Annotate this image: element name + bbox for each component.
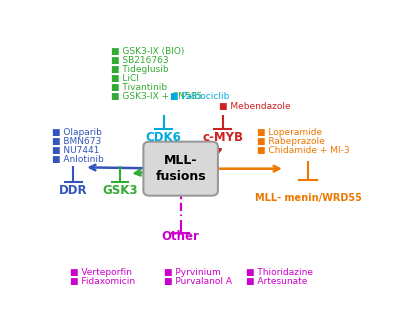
Text: ■ Artesunate: ■ Artesunate: [246, 277, 307, 286]
FancyBboxPatch shape: [144, 142, 218, 196]
Text: GSK3: GSK3: [102, 184, 138, 197]
Text: ■ GSK3-IX (BIO): ■ GSK3-IX (BIO): [111, 47, 184, 56]
Text: ■ Chidamide + MI-3: ■ Chidamide + MI-3: [257, 146, 349, 155]
Text: ■ Palbociclib: ■ Palbociclib: [170, 92, 229, 101]
Text: ■ Purvalanol A: ■ Purvalanol A: [164, 277, 231, 286]
Text: ■ Loperamide: ■ Loperamide: [257, 128, 322, 137]
Text: ■ SB216763: ■ SB216763: [111, 56, 168, 65]
Text: MLL-
fusions: MLL- fusions: [155, 154, 206, 183]
Text: ■ Tivantinib: ■ Tivantinib: [111, 83, 167, 92]
Text: ■ Olaparib: ■ Olaparib: [52, 128, 101, 137]
Text: ■ LiCl: ■ LiCl: [111, 74, 139, 83]
Text: ■ Thioridazine: ■ Thioridazine: [246, 268, 313, 277]
Text: ■ BMN673: ■ BMN673: [52, 137, 101, 146]
Text: c-MYB: c-MYB: [202, 131, 243, 144]
Text: ■ NU7441: ■ NU7441: [52, 146, 99, 155]
Text: DDR: DDR: [59, 184, 88, 197]
Text: Other: Other: [162, 230, 200, 243]
Text: ■ Anlotinib: ■ Anlotinib: [52, 155, 103, 164]
Text: ■ Tideglusib: ■ Tideglusib: [111, 65, 168, 74]
Text: ■ GSK3-IX + CN585: ■ GSK3-IX + CN585: [111, 92, 202, 101]
Text: ■ Verteporfin: ■ Verteporfin: [70, 268, 132, 277]
Text: ■ Fidaxomicin: ■ Fidaxomicin: [70, 277, 136, 286]
Text: MLL- menin/WRD55: MLL- menin/WRD55: [255, 193, 362, 203]
Text: ■ Pyrvinium: ■ Pyrvinium: [164, 268, 220, 277]
Text: ■ Rabeprazole: ■ Rabeprazole: [257, 137, 324, 146]
Text: ■ Mebendazole: ■ Mebendazole: [219, 103, 291, 112]
Text: CDK6: CDK6: [146, 131, 182, 144]
